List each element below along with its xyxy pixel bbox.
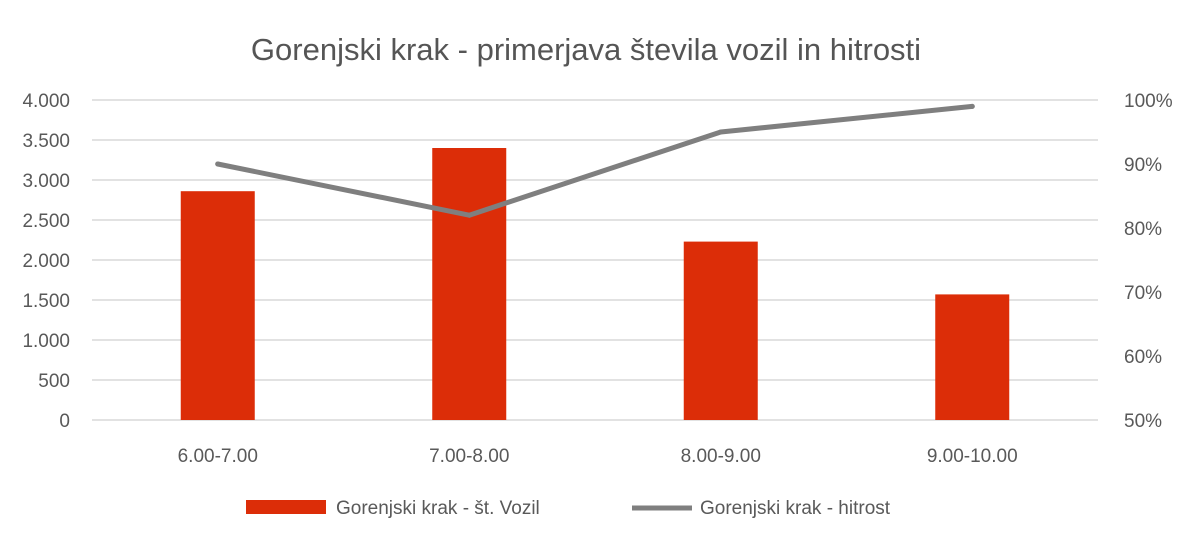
y-left-tick-label: 500	[38, 371, 70, 392]
bar	[432, 148, 507, 420]
y-left-tick-label: 1.000	[22, 331, 70, 352]
legend-swatch-bars	[246, 500, 326, 514]
x-axis: 6.00-7.00 7.00-8.00 8.00-9.00 9.00-10.00	[178, 446, 1018, 467]
y-right-tick-label: 80%	[1124, 219, 1162, 240]
y-right-tick-label: 90%	[1124, 155, 1162, 176]
y-left-tick-label: 3.500	[22, 131, 70, 152]
y-left-tick-label: 4.000	[22, 91, 70, 112]
x-tick-label: 8.00-9.00	[681, 446, 761, 467]
x-tick-label: 9.00-10.00	[927, 446, 1018, 467]
legend: Gorenjski krak - št. Vozil Gorenjski kra…	[246, 498, 891, 519]
line-point	[215, 161, 221, 167]
y-left-tick-label: 3.000	[22, 171, 70, 192]
bar-series	[180, 148, 1010, 420]
y-axis-left: 0 500 1.000 1.500 2.000 2.500 3.000 3.500 4.000	[22, 91, 70, 432]
bar	[935, 294, 1010, 420]
y-left-tick-label: 2.000	[22, 251, 70, 272]
y-right-tick-label: 50%	[1124, 411, 1162, 432]
line-series	[215, 103, 975, 218]
bar	[683, 241, 758, 420]
y-right-tick-label: 70%	[1124, 283, 1162, 304]
line-path	[215, 103, 975, 218]
y-right-tick-label: 60%	[1124, 347, 1162, 368]
line-point	[718, 129, 724, 135]
line-point	[969, 103, 975, 109]
legend-label-bars: Gorenjski krak - št. Vozil	[336, 498, 540, 519]
chart-title: Gorenjski krak - primerjava števila vozi…	[251, 32, 921, 67]
x-tick-label: 6.00-7.00	[178, 446, 258, 467]
x-tick-label: 7.00-8.00	[429, 446, 509, 467]
y-left-tick-label: 0	[59, 411, 70, 432]
line-point	[466, 212, 472, 218]
y-right-tick-label: 100%	[1124, 91, 1173, 112]
legend-label-line: Gorenjski krak - hitrost	[700, 498, 891, 519]
bar	[180, 191, 255, 420]
gridlines	[92, 99, 1098, 421]
y-axis-right: 50% 60% 70% 80% 90% 100%	[1124, 91, 1173, 432]
y-left-tick-label: 2.500	[22, 211, 70, 232]
y-left-tick-label: 1.500	[22, 291, 70, 312]
